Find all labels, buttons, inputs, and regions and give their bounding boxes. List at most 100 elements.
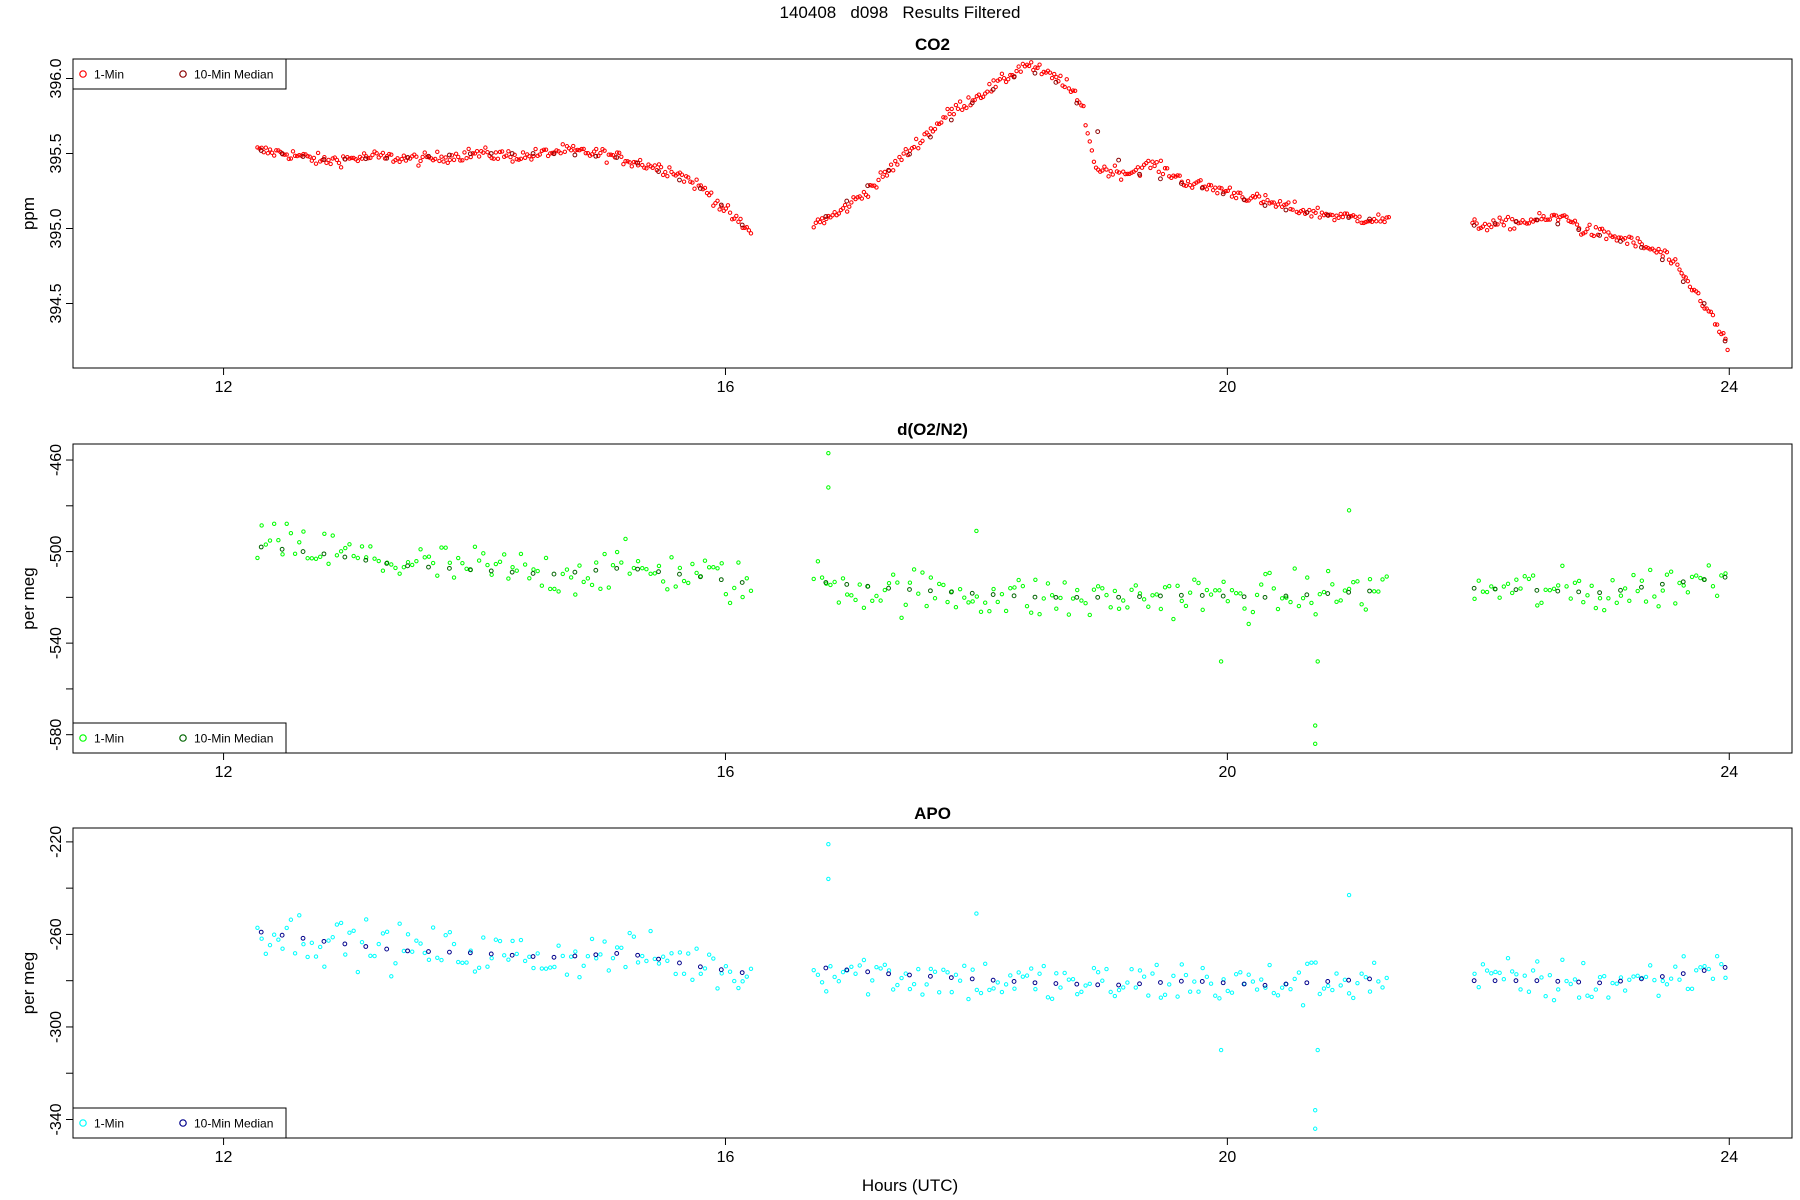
data-point (893, 158, 898, 164)
data-point (1141, 974, 1147, 979)
outlier-point (826, 876, 831, 882)
x-tick-label: 12 (215, 764, 233, 781)
data-point (959, 107, 965, 113)
data-point (414, 938, 419, 943)
data-point (1196, 580, 1201, 586)
data-point (510, 159, 515, 164)
data-point (1380, 985, 1385, 990)
data-point (694, 570, 699, 576)
data-point (589, 582, 595, 588)
data-point (522, 958, 528, 964)
data-point (581, 579, 586, 585)
data-point (560, 571, 565, 577)
data-point (623, 964, 628, 970)
data-point (1158, 995, 1164, 1000)
data-point (1543, 217, 1548, 223)
data-point (1604, 236, 1609, 242)
data-point (1108, 168, 1113, 174)
data-point (1087, 981, 1092, 986)
data-point (420, 154, 425, 160)
data-point (916, 591, 921, 596)
data-point (1199, 979, 1205, 984)
data-point (300, 549, 306, 554)
data-point (840, 969, 846, 975)
data-point (692, 186, 697, 191)
data-point (1723, 571, 1728, 576)
data-point (1568, 981, 1573, 987)
data-point (583, 150, 588, 156)
data-point (1074, 594, 1080, 600)
data-point (1484, 228, 1490, 233)
data-point (598, 952, 603, 957)
y-tick-label: -340 (48, 1103, 65, 1135)
data-point (1133, 985, 1138, 990)
data-point (1037, 971, 1042, 976)
data-point (660, 172, 666, 178)
data-point (1597, 226, 1603, 232)
data-point (987, 987, 992, 993)
data-point (1008, 72, 1013, 78)
data-point (1656, 246, 1661, 252)
legend-marker (79, 70, 87, 78)
data-point (932, 596, 938, 601)
data-point (543, 555, 549, 561)
data-point (1127, 171, 1132, 176)
data-point (1121, 985, 1126, 990)
data-point (637, 157, 643, 163)
data-point (258, 929, 264, 935)
data-point (635, 960, 641, 965)
data-point (1545, 217, 1550, 222)
data-point (1085, 131, 1090, 136)
data-point (1698, 965, 1703, 970)
data-point (401, 153, 407, 158)
data-point (1342, 588, 1348, 593)
data-point (1008, 586, 1013, 591)
data-point (1292, 566, 1297, 571)
data-point (290, 149, 296, 154)
data-point (957, 586, 963, 592)
data-point (1254, 592, 1260, 598)
data-point (1514, 972, 1519, 977)
data-point (1259, 582, 1264, 587)
data-point (928, 966, 934, 972)
data-point (1325, 212, 1331, 218)
data-point (258, 148, 264, 153)
data-point (1262, 203, 1268, 208)
data-point (1003, 982, 1009, 987)
data-point (309, 556, 315, 561)
data-point (1359, 220, 1364, 225)
data-point (430, 560, 436, 566)
data-point (1342, 211, 1348, 216)
data-point (499, 149, 505, 154)
data-point (1296, 970, 1302, 975)
data-point (255, 555, 260, 561)
data-point (819, 980, 825, 985)
data-point (1167, 982, 1172, 987)
data-point (537, 152, 542, 157)
data-point (1029, 966, 1034, 971)
data-point (614, 945, 620, 950)
data-point (970, 599, 975, 604)
data-point (1029, 60, 1034, 65)
data-point (840, 206, 846, 211)
data-point (1576, 995, 1582, 1000)
data-point (1263, 985, 1268, 990)
data-point (1698, 298, 1703, 304)
y-tick-label: 395.0 (48, 208, 65, 248)
data-point (401, 565, 407, 570)
data-point (384, 946, 390, 952)
data-point (491, 156, 496, 161)
data-point (1330, 582, 1335, 587)
data-point (878, 170, 883, 175)
data-point (1380, 216, 1385, 221)
data-point (1526, 221, 1532, 226)
data-point (978, 609, 984, 615)
data-point (439, 154, 444, 159)
data-point (1551, 997, 1557, 1003)
data-point (602, 939, 607, 944)
data-point (948, 117, 954, 123)
data-point (1171, 616, 1176, 622)
data-point (288, 917, 294, 922)
data-point (874, 185, 879, 190)
data-point (949, 989, 954, 995)
